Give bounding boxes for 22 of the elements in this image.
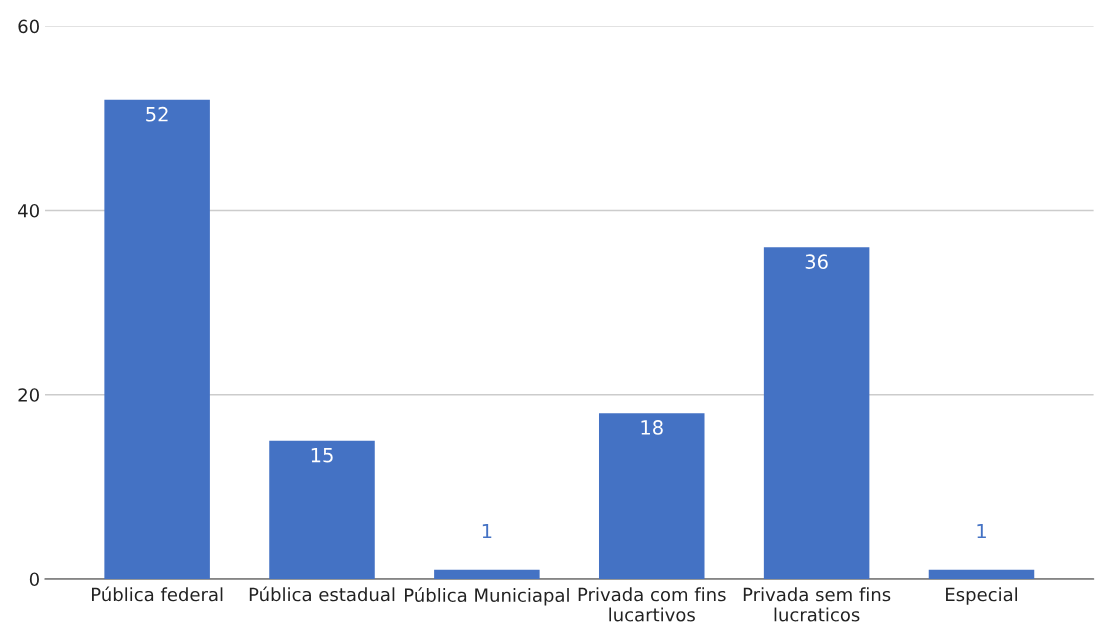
y-tick-label: 0 xyxy=(29,572,39,587)
x-tick-label: Privada sem fins lucraticos xyxy=(743,587,891,622)
bar xyxy=(269,440,375,579)
data-label: 36 xyxy=(805,254,828,269)
bar xyxy=(104,99,210,579)
y-tick-label: 40 xyxy=(18,203,39,218)
x-tick-label: Especial xyxy=(946,587,1017,605)
bar xyxy=(598,413,705,579)
x-tick-label: Pública federal xyxy=(92,586,223,602)
x-tick-label: Pública estadual xyxy=(249,586,395,602)
y-tick-label: 60 xyxy=(18,19,39,34)
y-tick-label: 20 xyxy=(18,388,39,402)
data-label: 1 xyxy=(977,523,986,539)
x-tick-label: Privada com fins lucartivos xyxy=(578,587,726,622)
data-label: 1 xyxy=(482,523,492,539)
bar xyxy=(434,569,540,579)
data-label: 52 xyxy=(146,106,168,122)
data-label: 15 xyxy=(311,448,333,463)
x-tick-label: Pública Municiapal xyxy=(405,587,569,606)
bar xyxy=(763,247,870,579)
data-label: 18 xyxy=(641,420,663,435)
bar xyxy=(928,569,1035,579)
